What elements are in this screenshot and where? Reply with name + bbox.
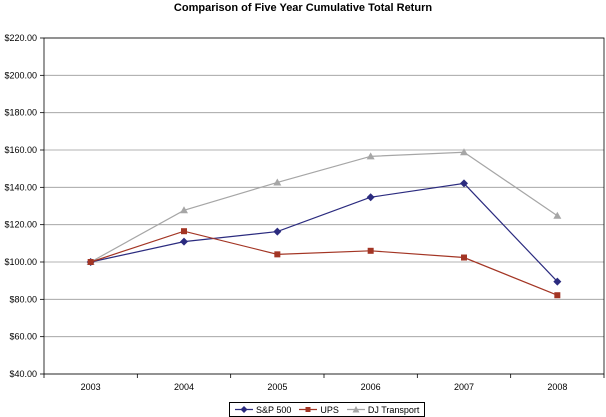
chart-legend: S&P 500 UPS DJ Transport [229, 402, 426, 417]
x-tick-label: 2004 [174, 382, 194, 392]
data-point-dj-transport [273, 178, 282, 186]
x-tick-label: 2005 [267, 382, 287, 392]
y-tick-label: $40.00 [9, 369, 37, 379]
square-marker-icon [299, 407, 318, 412]
x-tick-label: 2006 [361, 382, 381, 392]
data-point-s-p-500 [180, 237, 188, 246]
data-point-ups [367, 247, 374, 254]
data-point-ups [554, 292, 561, 299]
data-point-dj-transport [366, 152, 375, 160]
data-point-dj-transport [553, 211, 562, 219]
data-point-s-p-500 [366, 193, 375, 202]
data-point-ups [274, 251, 281, 258]
y-tick-label: $200.00 [4, 70, 37, 80]
y-tick-label: $80.00 [9, 294, 37, 304]
triangle-marker-icon [346, 406, 365, 413]
x-tick-label: 2007 [454, 382, 474, 392]
series-line-dj-transport [90, 151, 558, 263]
x-tick-label: 2008 [547, 382, 567, 392]
series-line-ups [90, 230, 558, 296]
y-tick-label: $120.00 [4, 220, 37, 230]
series-line-s-p-500 [90, 182, 558, 283]
y-tick-label: $140.00 [4, 182, 37, 192]
data-point-ups [181, 228, 187, 235]
data-point-dj-transport [460, 148, 468, 156]
legend-label: UPS [320, 404, 339, 415]
data-point-dj-transport [180, 206, 188, 214]
y-tick-label: $220.00 [4, 33, 37, 43]
chart-title: Comparison of Five Year Cumulative Total… [173, 2, 433, 14]
data-point-ups [461, 254, 467, 261]
legend-item-s-p-500: S&P 500 [235, 405, 291, 415]
legend-item-dj-transport: DJ Transport [346, 404, 420, 415]
legend-item-ups: UPS [299, 405, 339, 415]
legend-label: DJ Transport [367, 404, 420, 415]
data-point-s-p-500 [553, 277, 562, 286]
x-tick-label: 2003 [81, 382, 101, 392]
y-tick-label: $60.00 [9, 332, 37, 342]
data-point-s-p-500 [460, 179, 468, 188]
legend-label: S&P 500 [256, 404, 292, 415]
data-point-ups [87, 259, 94, 265]
diamond-marker-icon [235, 406, 253, 413]
plot-area [43, 37, 605, 375]
y-tick-label: $180.00 [4, 108, 37, 118]
y-tick-label: $100.00 [4, 257, 37, 267]
y-tick-label: $160.00 [4, 145, 37, 155]
data-point-s-p-500 [273, 227, 282, 236]
